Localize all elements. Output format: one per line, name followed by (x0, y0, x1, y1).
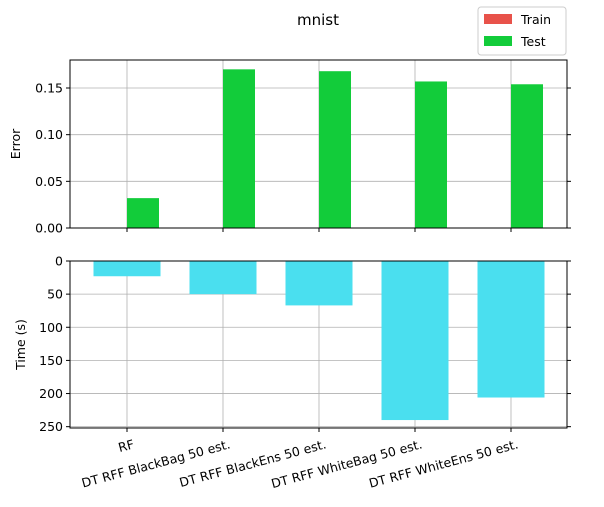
legend-label-test: Test (520, 34, 546, 49)
error-ylabel: Error (8, 128, 23, 159)
time-ytick-label: 100 (39, 320, 63, 335)
time-ytick-label: 200 (39, 386, 63, 401)
error-ytick-label: 0.10 (35, 127, 63, 142)
error-ytick-label: 0.00 (35, 221, 63, 236)
time-ylabel: Time (s) (13, 319, 28, 371)
error-bar-test-dt-rff-blackbag-50-est (223, 69, 255, 228)
time-bar-dt-rff-whitebag-50-est (381, 261, 449, 421)
time-ytick-label: 150 (39, 353, 63, 368)
legend: Train Test (477, 6, 567, 56)
error-ytick-label: 0.05 (35, 174, 63, 189)
error-bar-test-dt-rff-whiteens-50-est (511, 84, 543, 229)
time-bar-dt-rff-blackbag-50-est (189, 261, 257, 295)
error-bar-test-dt-rff-whitebag-50-est (415, 81, 447, 228)
time-ytick-label: 50 (47, 287, 63, 302)
time-ytick-label: 0 (55, 254, 63, 269)
time-ytick-label: 250 (39, 419, 63, 434)
chart-title: mnist (297, 11, 339, 29)
time-bar-dt-rff-blackens-50-est (285, 261, 353, 306)
legend-swatch-train (484, 14, 512, 24)
error-panel: 0.00 0.05 0.10 0.15 Error (8, 59, 571, 236)
x-tick-label-rf: RF (117, 436, 136, 455)
legend-label-train: Train (520, 12, 551, 27)
error-bar-test-dt-rff-blackens-50-est (319, 71, 351, 228)
error-bar-test-rf (127, 198, 159, 228)
time-bar-dt-rff-whiteens-50-est (477, 261, 545, 398)
legend-swatch-test (484, 36, 512, 46)
time-panel: 0 50 100 150 200 250 Time (s) (13, 254, 571, 434)
error-ytick-label: 0.15 (35, 81, 63, 96)
time-bar-rf (93, 261, 161, 277)
